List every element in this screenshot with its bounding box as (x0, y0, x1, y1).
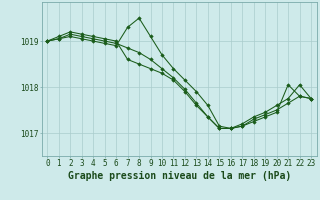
X-axis label: Graphe pression niveau de la mer (hPa): Graphe pression niveau de la mer (hPa) (68, 171, 291, 181)
